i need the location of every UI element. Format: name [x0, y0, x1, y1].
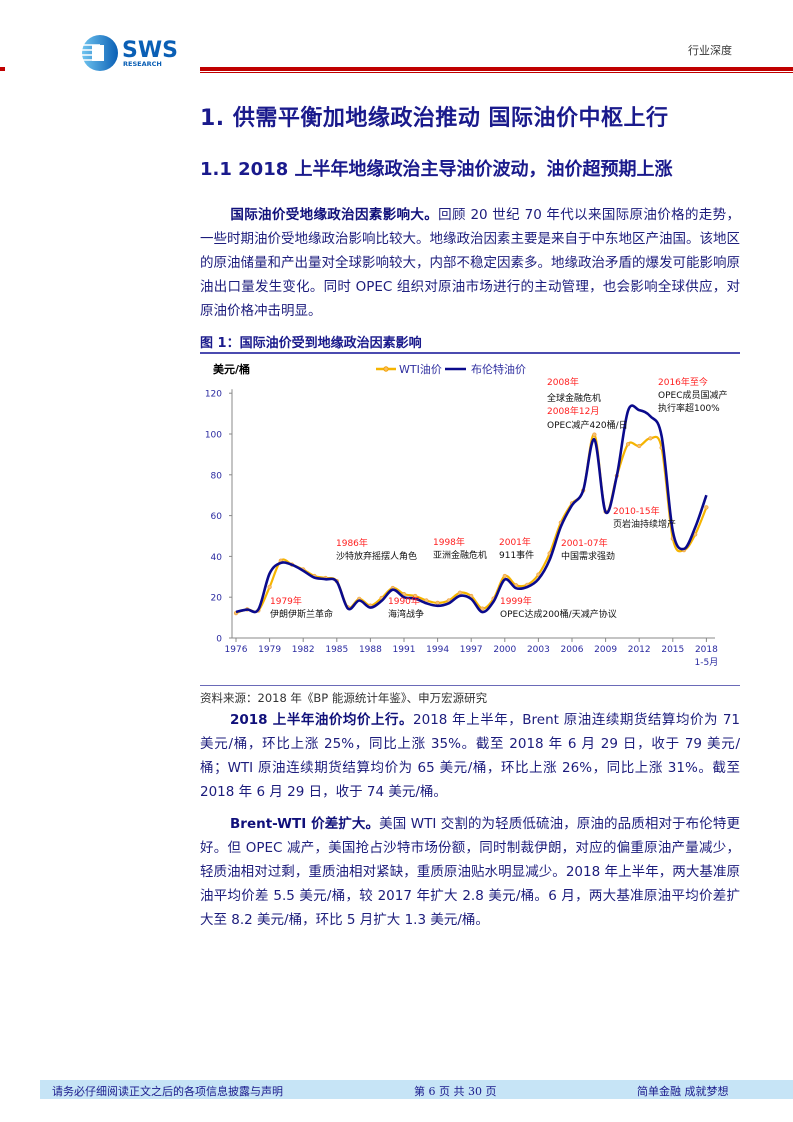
annotation-event: 沙特放弃摇摆人角色 — [336, 550, 417, 562]
wti-data-point — [637, 443, 642, 449]
x-tick-label: 1976 — [225, 645, 248, 655]
annotation-event: 中国需求强劲 — [561, 550, 615, 562]
x-tick-label: 2006 — [561, 645, 584, 655]
paragraph-lead: Brent-WTI 价差扩大。 — [230, 816, 380, 832]
x-tick-label: 2015 — [661, 645, 684, 655]
x-tick-label: 1982 — [292, 645, 315, 655]
annotation-event: 全球金融危机 — [547, 392, 601, 404]
y-axis-label: 美元/桶 — [213, 362, 250, 376]
logo-text: SWS — [122, 38, 178, 63]
footer-disclaimer: 请务必仔细阅读正文之后的各项信息披露与声明 — [52, 1085, 283, 1098]
x-tick-label: 2018 — [695, 645, 718, 655]
source-rule — [200, 685, 740, 686]
page-number: 第 6 页 共 30 页 — [414, 1085, 497, 1098]
y-tick-label: 100 — [205, 431, 222, 441]
y-tick-label: 120 — [205, 390, 222, 400]
x-tick-label: 2012 — [628, 645, 651, 655]
logo-subtext: RESEARCH — [123, 60, 162, 68]
annotation-year: 1998年 — [433, 536, 465, 548]
wti-data-point — [457, 590, 463, 595]
wti-data-point — [704, 505, 709, 510]
paragraph-lead: 国际油价受地缘政治因素影响大。 — [230, 207, 439, 223]
header-rule-thin — [200, 72, 793, 73]
y-tick-label: 20 — [211, 594, 223, 604]
x-tick-sublabel: 1-5月 — [695, 657, 719, 668]
wti-data-point — [536, 572, 541, 577]
annotation-year: 1979年 — [270, 595, 302, 607]
annotation-event: OPEC成员国减产 — [658, 389, 727, 401]
series-line-brent — [235, 404, 708, 614]
x-tick-label: 1988 — [359, 645, 382, 655]
paragraph-2018-prices: 2018 上半年油价均价上行。2018 年上半年，Brent 原油连续期货结算均… — [200, 708, 740, 804]
sws-logo: SWS RESEARCH — [80, 33, 210, 73]
header-rule — [200, 67, 793, 71]
figure-title-rule — [200, 352, 740, 354]
legend: WTI油价 布伦特油价 — [376, 362, 526, 376]
paragraph-body: 美国 WTI 交割的为轻质低硫油，原油的品质相对于布伦特更好。但 OPEC 减产… — [200, 816, 740, 928]
footer-slogan: 简单金融 成就梦想 — [637, 1085, 729, 1098]
annotation-event: 伊朗伊斯兰革命 — [270, 608, 333, 620]
figure-title: 图 1：国际油价受到地缘政治因素影响 — [200, 336, 422, 351]
oil-price-chart: 美元/桶 WTI油价 布伦特油价 0 20 40 60 80 100 120 1976 1979… — [200, 355, 745, 675]
y-tick-label: 60 — [211, 512, 223, 522]
annotation-event: 执行率超100% — [658, 402, 720, 414]
annotation-year: 1990年 — [388, 595, 420, 607]
annotation-year: 2010-15年 — [613, 505, 660, 517]
wti-data-point — [480, 606, 485, 611]
subsection-title: 1.1 2018 上半年地缘政治主导油价波动，油价超预期上涨 — [200, 159, 673, 180]
annotation-year: 2001-07年 — [561, 537, 608, 549]
annotation-event: OPEC减产420桶/日 — [547, 419, 628, 431]
x-tick-label: 2003 — [527, 645, 550, 655]
x-tick-label: 2009 — [594, 645, 617, 655]
paragraph-body: 回顾 20 世纪 70 年代以来国际原油价格的走势，一些时期油价受地缘政治影响比… — [200, 207, 740, 319]
annotation-year: 2001年 — [499, 536, 531, 548]
x-tick-label: 2000 — [493, 645, 516, 655]
x-tick-label: 1997 — [460, 645, 483, 655]
legend-brent-label: 布伦特油价 — [471, 362, 526, 376]
x-tick-label: 1985 — [325, 645, 348, 655]
y-tick-label: 80 — [211, 471, 223, 481]
y-tick-label: 40 — [211, 553, 223, 563]
x-tick-label: 1991 — [393, 645, 416, 655]
wti-data-point — [592, 432, 597, 437]
legend-wti-marker — [383, 366, 389, 372]
footer: 请务必仔细阅读正文之后的各项信息披露与声明 第 6 页 共 30 页 简单金融 … — [40, 1080, 793, 1099]
annotation-year: 1999年 — [500, 595, 532, 607]
wti-data-point — [648, 436, 653, 441]
wti-data-point — [502, 573, 507, 579]
annotation-year: 2008年 — [547, 376, 579, 388]
figure-source: 资料来源：2018 年《BP 能源统计年鉴》、申万宏源研究 — [200, 691, 488, 705]
legend-wti-label: WTI油价 — [399, 362, 442, 376]
annotation-event: OPEC达成200桶/天减产协议 — [500, 608, 617, 620]
header-rule-left — [0, 67, 5, 71]
annotation-event: 海湾战争 — [388, 608, 424, 620]
wti-data-point — [435, 600, 440, 605]
paragraph-brent-wti-spread: Brent-WTI 价差扩大。美国 WTI 交割的为轻质低硫油，原油的品质相对于… — [200, 812, 740, 932]
paragraph-body: 2018 年上半年，Brent 原油连续期货结算均价为 71 美元/桶，环比上涨… — [200, 712, 740, 800]
annotation-year: 1986年 — [336, 537, 368, 549]
x-tick-label: 1979 — [258, 645, 281, 655]
annotation-event: 911事件 — [499, 549, 534, 561]
section-title: 1. 供需平衡加地缘政治推动 国际油价中枢上行 — [200, 106, 669, 131]
annotation-year: 2008年12月 — [547, 405, 599, 417]
annotation-event: 亚洲金融危机 — [433, 549, 487, 561]
y-tick-label: 0 — [216, 635, 222, 645]
paragraph-lead: 2018 上半年油价均价上行。 — [230, 712, 414, 728]
annotation-event: 页岩油持续增产 — [613, 518, 676, 530]
annotation-year: 2016年至今 — [658, 376, 708, 388]
doc-type-label: 行业深度 — [688, 44, 732, 57]
wti-data-point — [267, 584, 272, 590]
x-tick-label: 1994 — [426, 645, 449, 655]
wti-data-point — [625, 442, 631, 447]
paragraph-geopolitics: 国际油价受地缘政治因素影响大。回顾 20 世纪 70 年代以来国际原油价格的走势… — [200, 203, 740, 323]
